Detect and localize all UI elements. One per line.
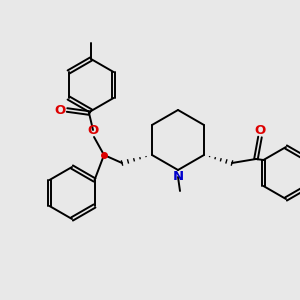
- Text: O: O: [254, 124, 266, 136]
- Text: N: N: [172, 170, 184, 184]
- Text: O: O: [54, 103, 66, 116]
- Text: O: O: [87, 124, 99, 136]
